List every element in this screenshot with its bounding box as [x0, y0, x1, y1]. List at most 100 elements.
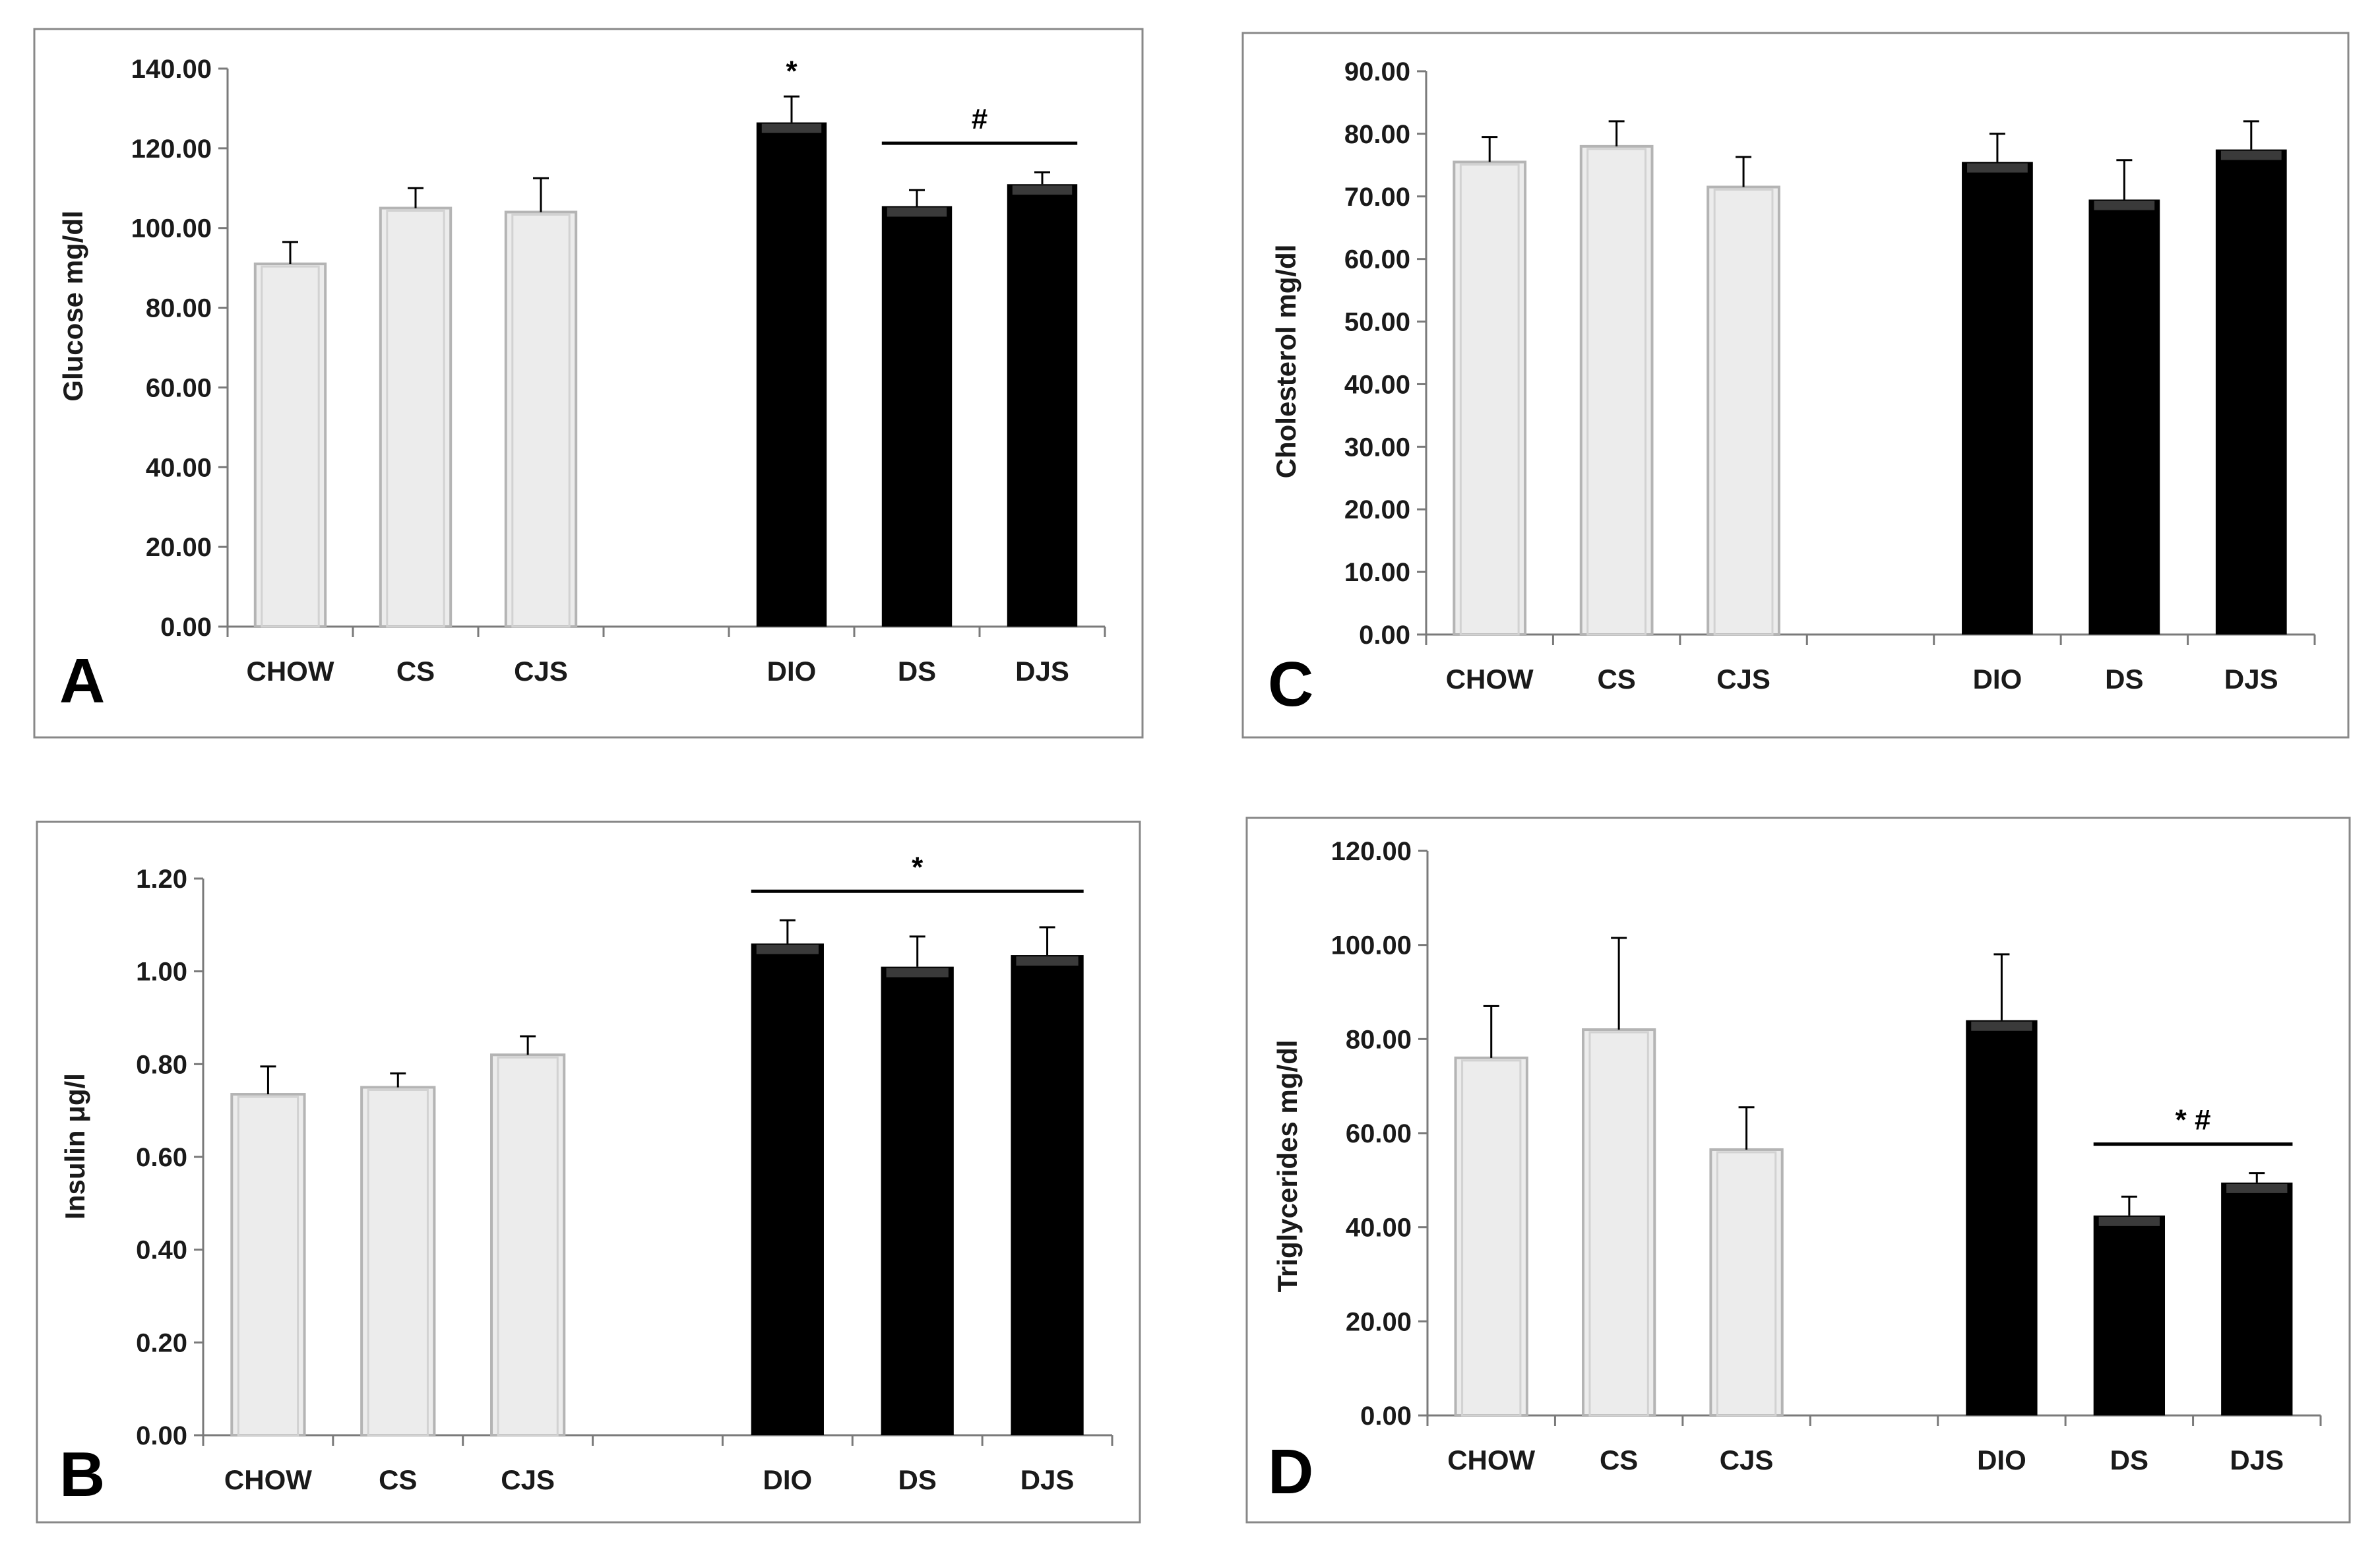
plot-area: 0.00 20.00 40.00 60.00 80.00 100.00 120.00 140.… [131, 55, 1106, 687]
bar-bevel [2220, 150, 2282, 160]
y-tick-label: 10.00 [1344, 558, 1410, 587]
x-category-label: DJS [2224, 664, 2278, 695]
y-tick-label: 80.00 [1344, 120, 1410, 149]
x-category-label: CS [396, 656, 435, 687]
y-tick-label: 60.00 [146, 373, 212, 402]
y-tick-label: 40.00 [1344, 370, 1410, 399]
chart-panel-d: Triglycerides mg/dl D 0.00 20.00 40.00 60.0… [1245, 817, 2351, 1524]
x-category-label: DIO [1977, 1444, 2026, 1475]
plot-area: 0.00 10.00 20.00 30.00 40.00 50.00 60.00 70.00 8… [1344, 57, 2316, 695]
bar [379, 206, 453, 628]
bar-bevel [1716, 1151, 1777, 1417]
x-category-label: DJS [1015, 656, 1069, 687]
y-tick-label: 0.40 [136, 1236, 187, 1265]
x-category-label: CS [1597, 664, 1635, 695]
bar [253, 263, 327, 629]
bar-bevel [261, 265, 320, 628]
y-tick-label: 1.20 [136, 865, 187, 894]
bar-bevel [2094, 201, 2155, 210]
bar [1453, 160, 1527, 636]
x-category-label: CHOW [1446, 664, 1534, 695]
chart-panel-c: Cholesterol mg/dl C 0.00 10.00 20.00 30.00 4… [1241, 32, 2350, 739]
bar [1966, 1020, 2038, 1415]
panel-frame [33, 28, 1144, 739]
y-tick-label: 30.00 [1344, 433, 1410, 462]
bar-bevel [756, 945, 819, 954]
x-category-label: CHOW [247, 656, 334, 687]
y-tick-label: 120.00 [131, 135, 212, 164]
bar [1011, 955, 1084, 1435]
plot-area: 0.00 0.20 0.40 0.60 0.80 1.00 1.20 CHOW CS CJS DIO… [136, 851, 1113, 1495]
bar-bevel [1971, 1021, 2032, 1031]
significance-mark: # [972, 103, 987, 135]
bar-bevel [2226, 1183, 2288, 1193]
y-tick-label: 0.00 [136, 1421, 187, 1450]
y-tick-label: 50.00 [1344, 308, 1410, 337]
y-tick-label: 20.00 [146, 533, 212, 562]
x-category-label: CHOW [224, 1464, 312, 1495]
panel-label: A [59, 646, 105, 716]
bar-bevel [1967, 163, 2028, 173]
bar [2215, 149, 2287, 635]
significance-mark: * [912, 851, 924, 883]
bar-bevel [497, 1056, 559, 1437]
y-tick-label: 40.00 [1346, 1214, 1412, 1243]
bar-bevel [887, 207, 947, 217]
y-axis-title: Triglycerides mg/dl [1272, 1040, 1303, 1293]
y-tick-label: 140.00 [131, 55, 212, 84]
y-tick-label: 100.00 [131, 214, 212, 243]
x-category-label: DS [898, 656, 936, 687]
y-tick-label: 70.00 [1344, 183, 1410, 212]
significance-mark: * # [2176, 1104, 2211, 1136]
panel-frame [36, 821, 1141, 1524]
bar [2093, 1215, 2166, 1415]
x-category-label: CJS [1716, 664, 1770, 695]
bar-bevel [1012, 185, 1073, 195]
y-tick-label: 80.00 [146, 294, 212, 323]
x-category-label: DIO [1973, 664, 2022, 695]
bar-bevel [386, 210, 445, 628]
bar [1579, 144, 1654, 636]
bar-bevel [367, 1089, 429, 1437]
bar [2088, 199, 2160, 635]
x-category-label: DS [898, 1464, 937, 1495]
chart-panel-b: Insulin μg/l B 0.00 0.20 0.40 0.60 0.80 1.00 1… [36, 821, 1141, 1524]
bar [230, 1093, 306, 1437]
bar [504, 210, 578, 628]
x-category-label: CJS [514, 656, 568, 687]
y-tick-label: 120.00 [1331, 837, 1412, 866]
panel-label: C [1268, 649, 1313, 720]
y-tick-label: 90.00 [1344, 57, 1410, 86]
bar-bevel [1016, 956, 1079, 966]
bar [1709, 1148, 1784, 1417]
x-category-label: CS [1600, 1444, 1638, 1475]
bar [881, 966, 954, 1435]
bar [1962, 162, 2033, 635]
bar-bevel [761, 123, 822, 133]
y-axis-title: Insulin μg/l [59, 1073, 90, 1220]
bar-bevel [886, 968, 949, 977]
bar-bevel [2098, 1216, 2160, 1226]
bar-bevel [1588, 1031, 1649, 1417]
y-tick-label: 0.00 [160, 613, 212, 642]
bar [360, 1086, 436, 1437]
plot-area: 0.00 20.00 40.00 60.00 80.00 100.00 120.00 CHOW… [1331, 837, 2322, 1475]
y-tick-label: 0.00 [1360, 1402, 1412, 1431]
bar-bevel [237, 1096, 299, 1437]
bar-bevel [1713, 189, 1774, 636]
y-tick-label: 40.00 [146, 453, 212, 482]
y-axis-title: Glucose mg/dl [57, 210, 88, 401]
x-category-label: CS [379, 1464, 417, 1495]
bar-bevel [511, 214, 571, 628]
y-tick-label: 0.20 [136, 1328, 187, 1357]
y-tick-label: 80.00 [1346, 1025, 1412, 1054]
bar [756, 122, 827, 627]
y-tick-label: 60.00 [1346, 1119, 1412, 1148]
bar-bevel [1586, 148, 1647, 636]
y-tick-label: 0.00 [1359, 621, 1410, 650]
x-category-label: DJS [2230, 1444, 2284, 1475]
bar-bevel [1459, 164, 1520, 636]
bar-bevel [1461, 1059, 1522, 1417]
x-category-label: DS [2110, 1444, 2148, 1475]
bar [1454, 1056, 1528, 1417]
